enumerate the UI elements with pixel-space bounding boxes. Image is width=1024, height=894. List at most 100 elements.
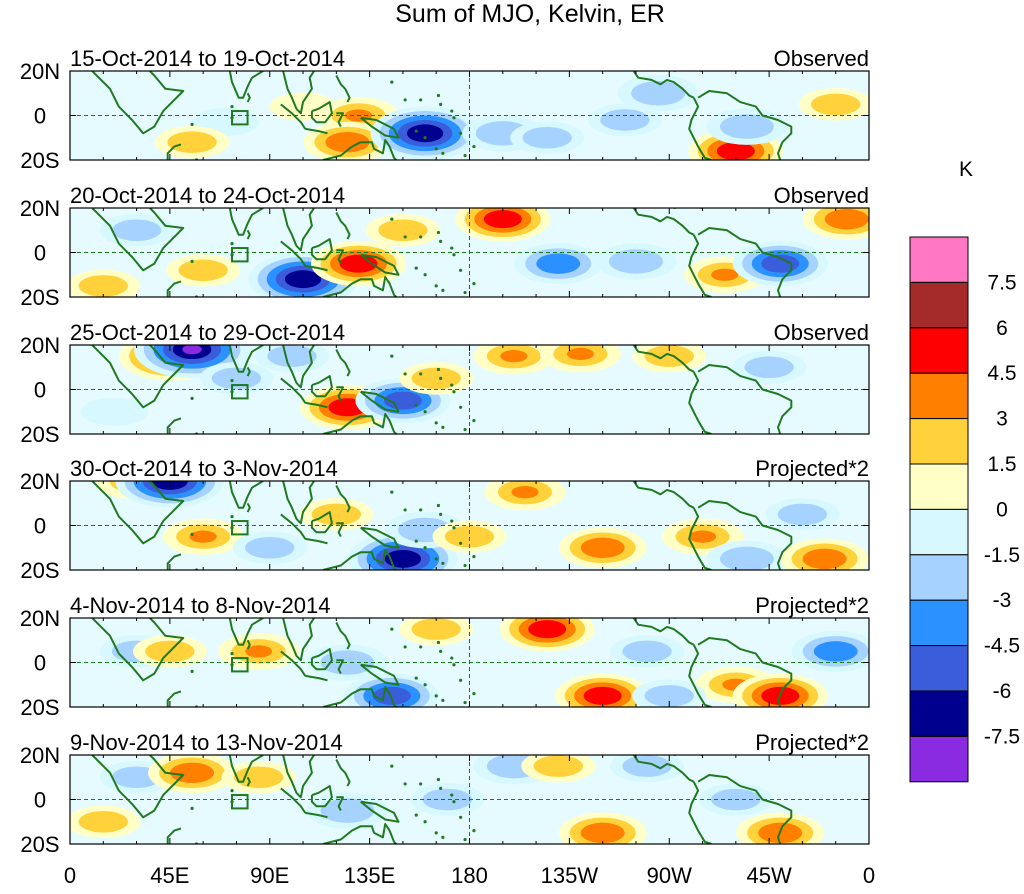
colorbar-swatch [909, 508, 969, 556]
coastline [688, 781, 712, 844]
anomaly-contour [124, 771, 149, 783]
panel-date-range: 25-Oct-2014 to 29-Oct-2014 [70, 320, 345, 345]
coastline [322, 549, 397, 570]
panel-map-field [70, 71, 869, 160]
anomaly-contour [489, 127, 517, 140]
anomaly-contour-group [791, 630, 869, 672]
island-marker [390, 217, 394, 221]
anomaly-contour-group [70, 269, 141, 297]
island-marker [463, 837, 467, 842]
island-marker [450, 109, 454, 113]
island-marker [434, 557, 438, 561]
anomaly-contour [644, 87, 672, 100]
colorbar-swatch [909, 281, 969, 329]
panel-date-range: 9-Nov-2014 to 13-Nov-2014 [70, 730, 343, 755]
anomaly-contour-group [365, 214, 440, 247]
colorbar-swatch [909, 236, 969, 283]
island-marker [390, 764, 394, 768]
anomaly-contour-group [732, 351, 807, 384]
anomaly-contour [257, 542, 283, 554]
island-marker [434, 284, 438, 288]
anomaly-contour [179, 136, 205, 148]
colorbar-label: 6 [996, 317, 1008, 340]
island-marker [439, 786, 443, 790]
anomaly-contour [246, 771, 271, 783]
anomaly-contour [390, 224, 416, 236]
coastline [280, 513, 307, 540]
coastline [305, 127, 328, 135]
island-marker [190, 122, 194, 126]
island-marker [452, 116, 456, 120]
coastline [166, 827, 182, 844]
colorbar-label: 1.5 [987, 453, 1016, 476]
coastline [91, 345, 185, 409]
anomaly-contour [824, 646, 847, 657]
island-marker [390, 627, 394, 631]
island-marker [230, 242, 234, 246]
panel-date-range: 30-Oct-2014 to 3-Nov-2014 [70, 456, 338, 481]
anomaly-contour-group [732, 241, 828, 287]
island-marker [472, 419, 476, 423]
anomaly-contour-group [765, 498, 840, 531]
island-marker [403, 235, 407, 239]
latitude-label: 20S [20, 832, 59, 857]
anomaly-contour [534, 132, 560, 144]
anomaly-contour-group [306, 644, 388, 681]
latitude-label: 20S [20, 285, 59, 310]
longitude-label: 45E [150, 863, 189, 888]
anomaly-contour-group [344, 673, 440, 707]
anomaly-contour-group [539, 345, 621, 373]
island-marker [190, 532, 194, 536]
anomaly-contour-group [802, 208, 869, 240]
island-marker [441, 835, 445, 839]
longitude-label: 90W [647, 863, 692, 888]
anomaly-contour [181, 767, 204, 778]
anomaly-contour [493, 214, 513, 224]
island-marker [423, 683, 427, 687]
coastline [632, 618, 695, 646]
coastline [310, 375, 333, 398]
coastline [335, 349, 351, 377]
coastline [322, 276, 397, 297]
panel-status: Observed [774, 46, 869, 71]
coastline [246, 639, 251, 650]
island-marker [459, 541, 463, 545]
coastline [305, 264, 328, 272]
coastline [228, 71, 264, 99]
longitude-axis: 0 45E 90E 135E 180 135W 90W 45W 0 [64, 863, 875, 888]
anomaly-contour [591, 542, 614, 553]
island-marker [450, 246, 454, 250]
anomaly-contour-group [780, 538, 869, 570]
colorbar-unit: K [959, 158, 973, 181]
coastline [632, 755, 695, 783]
latitude-label: 20N [20, 333, 60, 358]
island-marker [230, 789, 234, 793]
colorbar-swatch [909, 418, 969, 465]
latitude-label: 0 [34, 241, 46, 266]
anomaly-contour-group [473, 345, 555, 375]
island-marker [230, 105, 234, 109]
anomaly-contour [656, 690, 682, 702]
panel-date-range: 4-Nov-2014 to 8-Nov-2014 [70, 593, 330, 618]
anomaly-contour-group [115, 481, 225, 508]
panel-ticks [69, 344, 870, 435]
coastline [228, 345, 264, 373]
island-marker [230, 515, 234, 519]
colorbar-swatch [909, 463, 969, 510]
anomaly-contour [423, 372, 449, 384]
island-marker [463, 563, 467, 568]
island-marker [439, 512, 443, 516]
colorbar-label: -4.5 [984, 635, 1020, 658]
island-marker [452, 663, 456, 667]
anomaly-contour-group [410, 783, 485, 816]
coastline [246, 229, 251, 240]
panel-ticks [69, 480, 870, 571]
coastline [360, 116, 400, 139]
anomaly-contour-group [80, 397, 148, 426]
coastline [228, 755, 264, 783]
island-marker [452, 800, 456, 804]
island-marker [472, 692, 476, 696]
island-marker [439, 649, 443, 653]
anomaly-contour-group [232, 531, 307, 564]
anomaly-contour [336, 137, 359, 148]
